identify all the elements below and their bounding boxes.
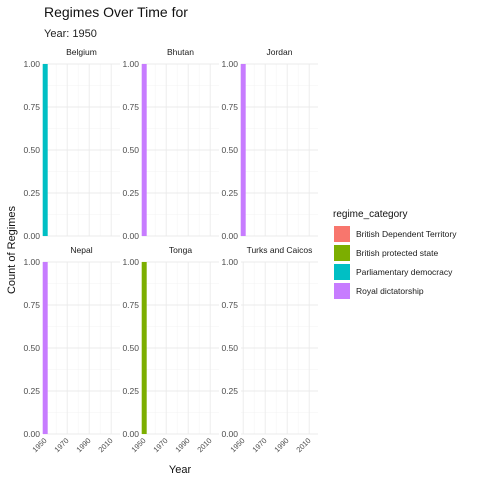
bar-parliamentary-democracy: [42, 64, 48, 236]
y-tick-label: 0.25: [122, 386, 139, 396]
y-tick-label: 0.50: [221, 343, 238, 353]
bar-royal-dictatorship: [42, 262, 48, 434]
y-tick-label: 0.75: [23, 300, 40, 310]
y-tick-label: 0.50: [122, 343, 139, 353]
legend-label: Parliamentary democracy: [356, 267, 453, 277]
y-tick-label: 0.00: [23, 429, 40, 439]
y-tick-label: 1.00: [122, 257, 139, 267]
legend: regime_category British Dependent Territ…: [333, 209, 457, 299]
legend-swatch: [334, 283, 350, 299]
legend-label: British Dependent Territory: [356, 229, 457, 239]
bar-british-protected-state: [141, 262, 147, 434]
y-tick-label: 0.50: [221, 145, 238, 155]
chart-subtitle: Year: 1950: [44, 28, 97, 40]
chart-title: Regimes Over Time for: [44, 4, 188, 20]
legend-item-british-protected-state: British protected state: [334, 245, 438, 261]
y-tick-label: 0.25: [221, 386, 238, 396]
y-tick-label: 0.75: [122, 300, 139, 310]
y-tick-label: 0.00: [122, 429, 139, 439]
bar-royal-dictatorship: [141, 64, 147, 236]
legend-label: Royal dictatorship: [356, 286, 424, 296]
y-tick-label: 0.00: [221, 429, 238, 439]
y-tick-label: 1.00: [23, 59, 40, 69]
y-tick-label: 0.00: [221, 231, 238, 241]
facet-label: Jordan: [267, 47, 293, 57]
y-tick-label: 1.00: [221, 257, 238, 267]
facet-jordan: Jordan 0.00 0.25 0.50 0.75 1.00: [221, 47, 318, 241]
y-tick-label: 1.00: [23, 257, 40, 267]
legend-item-royal-dictatorship: Royal dictatorship: [334, 283, 424, 299]
y-tick-label: 0.25: [221, 188, 238, 198]
facet-bhutan: Bhutan 0.00 0.25 0.50 0.75 1.00: [122, 47, 219, 241]
y-tick-label: 0.75: [221, 102, 238, 112]
legend-item-parliamentary-democracy: Parliamentary democracy: [334, 264, 453, 280]
legend-label: British protected state: [356, 248, 438, 258]
y-tick-label: 0.25: [23, 188, 40, 198]
y-tick-label: 0.00: [122, 231, 139, 241]
facet-label: Tonga: [169, 245, 192, 255]
legend-swatch: [334, 226, 350, 242]
y-tick-label: 0.75: [221, 300, 238, 310]
facet-label: Bhutan: [167, 47, 194, 57]
bar-royal-dictatorship: [240, 64, 246, 236]
legend-swatch: [334, 264, 350, 280]
y-tick-label: 0.25: [23, 386, 40, 396]
legend-swatch: [334, 245, 350, 261]
y-tick-label: 0.50: [23, 145, 40, 155]
y-tick-label: 0.75: [122, 102, 139, 112]
y-tick-label: 0.25: [122, 188, 139, 198]
facet-label: Nepal: [70, 245, 92, 255]
y-tick-label: 0.50: [23, 343, 40, 353]
y-axis-label: Count of Regimes: [6, 205, 18, 294]
legend-title: regime_category: [333, 209, 407, 220]
y-tick-label: 1.00: [122, 59, 139, 69]
facet-label: Belgium: [66, 47, 97, 57]
facet-label: Turks and Caicos: [247, 245, 313, 255]
y-tick-label: 0.00: [23, 231, 40, 241]
y-tick-label: 0.75: [23, 102, 40, 112]
y-tick-label: 1.00: [221, 59, 238, 69]
y-tick-label: 0.50: [122, 145, 139, 155]
facet-belgium: Belgium 0.00 0.25 0.50 0.75 1.00: [23, 47, 120, 241]
legend-item-british-dependent-territory: British Dependent Territory: [334, 226, 457, 242]
x-axis-label: Year: [169, 464, 192, 476]
